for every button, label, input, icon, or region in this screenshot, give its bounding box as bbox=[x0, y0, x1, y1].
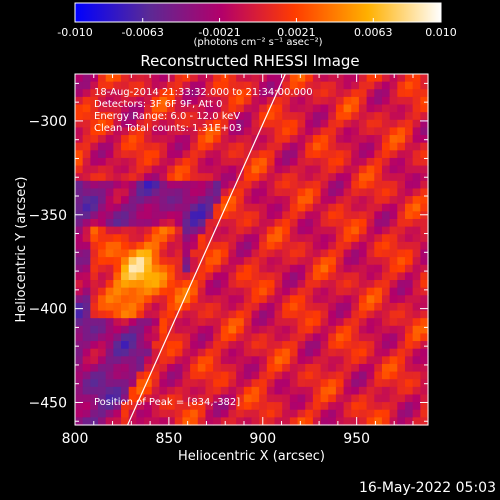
info-line-detectors: Detectors: 3F 6F 9F, Att 0 bbox=[94, 99, 223, 110]
colorbar-tick-label: 0.0063 bbox=[354, 26, 393, 39]
x-axis-label: Heliocentric X (arcsec) bbox=[178, 449, 325, 464]
y-tick-label: −300 bbox=[29, 114, 67, 130]
y-tick-label: −450 bbox=[29, 395, 67, 411]
x-tick-label: 900 bbox=[249, 431, 276, 447]
y-tick-label: −350 bbox=[29, 208, 67, 224]
peak-position-label: Position of Peak = [834,-382] bbox=[94, 397, 241, 408]
observation-info: 18-Aug-2014 21:33:32.000 to 21:34:00.000… bbox=[94, 87, 313, 135]
solar-limb-line bbox=[127, 73, 286, 426]
info-line-counts: Clean Total counts: 1.31E+03 bbox=[94, 123, 242, 134]
heatmap-cells bbox=[75, 74, 429, 426]
x-tick-label: 800 bbox=[62, 431, 89, 447]
colorbar-tick-label: -0.010 bbox=[57, 26, 92, 39]
render-timestamp: 16-May-2022 05:03 bbox=[358, 480, 496, 496]
info-line-time: 18-Aug-2014 21:33:32.000 to 21:34:00.000 bbox=[94, 87, 313, 98]
colorbar-tick-label: -0.0021 bbox=[198, 26, 240, 39]
x-tick-label: 950 bbox=[343, 431, 370, 447]
colorbar-tick-label: 0.010 bbox=[425, 26, 457, 39]
colorbar-unit-label: (photons cm⁻² s⁻¹ asec⁻²) bbox=[193, 37, 323, 48]
plot-frame bbox=[74, 73, 429, 426]
colorbar: -0.010 -0.0063 -0.0021 0.0021 0.0063 0.010 bbox=[57, 2, 457, 39]
chart-title: Reconstructed RHESSI Image bbox=[140, 52, 360, 70]
x-tick-label: 850 bbox=[156, 431, 183, 447]
y-axis-label: Heliocentric Y (arcsec) bbox=[14, 177, 29, 323]
colorbar-tick-label: 0.0021 bbox=[277, 26, 316, 39]
colorbar-tick-label: -0.0063 bbox=[121, 26, 163, 39]
y-tick-label: −400 bbox=[29, 302, 67, 318]
colorbar-gradient bbox=[74, 2, 442, 23]
info-line-energy: Energy Range: 6.0 - 12.0 keV bbox=[94, 111, 241, 122]
